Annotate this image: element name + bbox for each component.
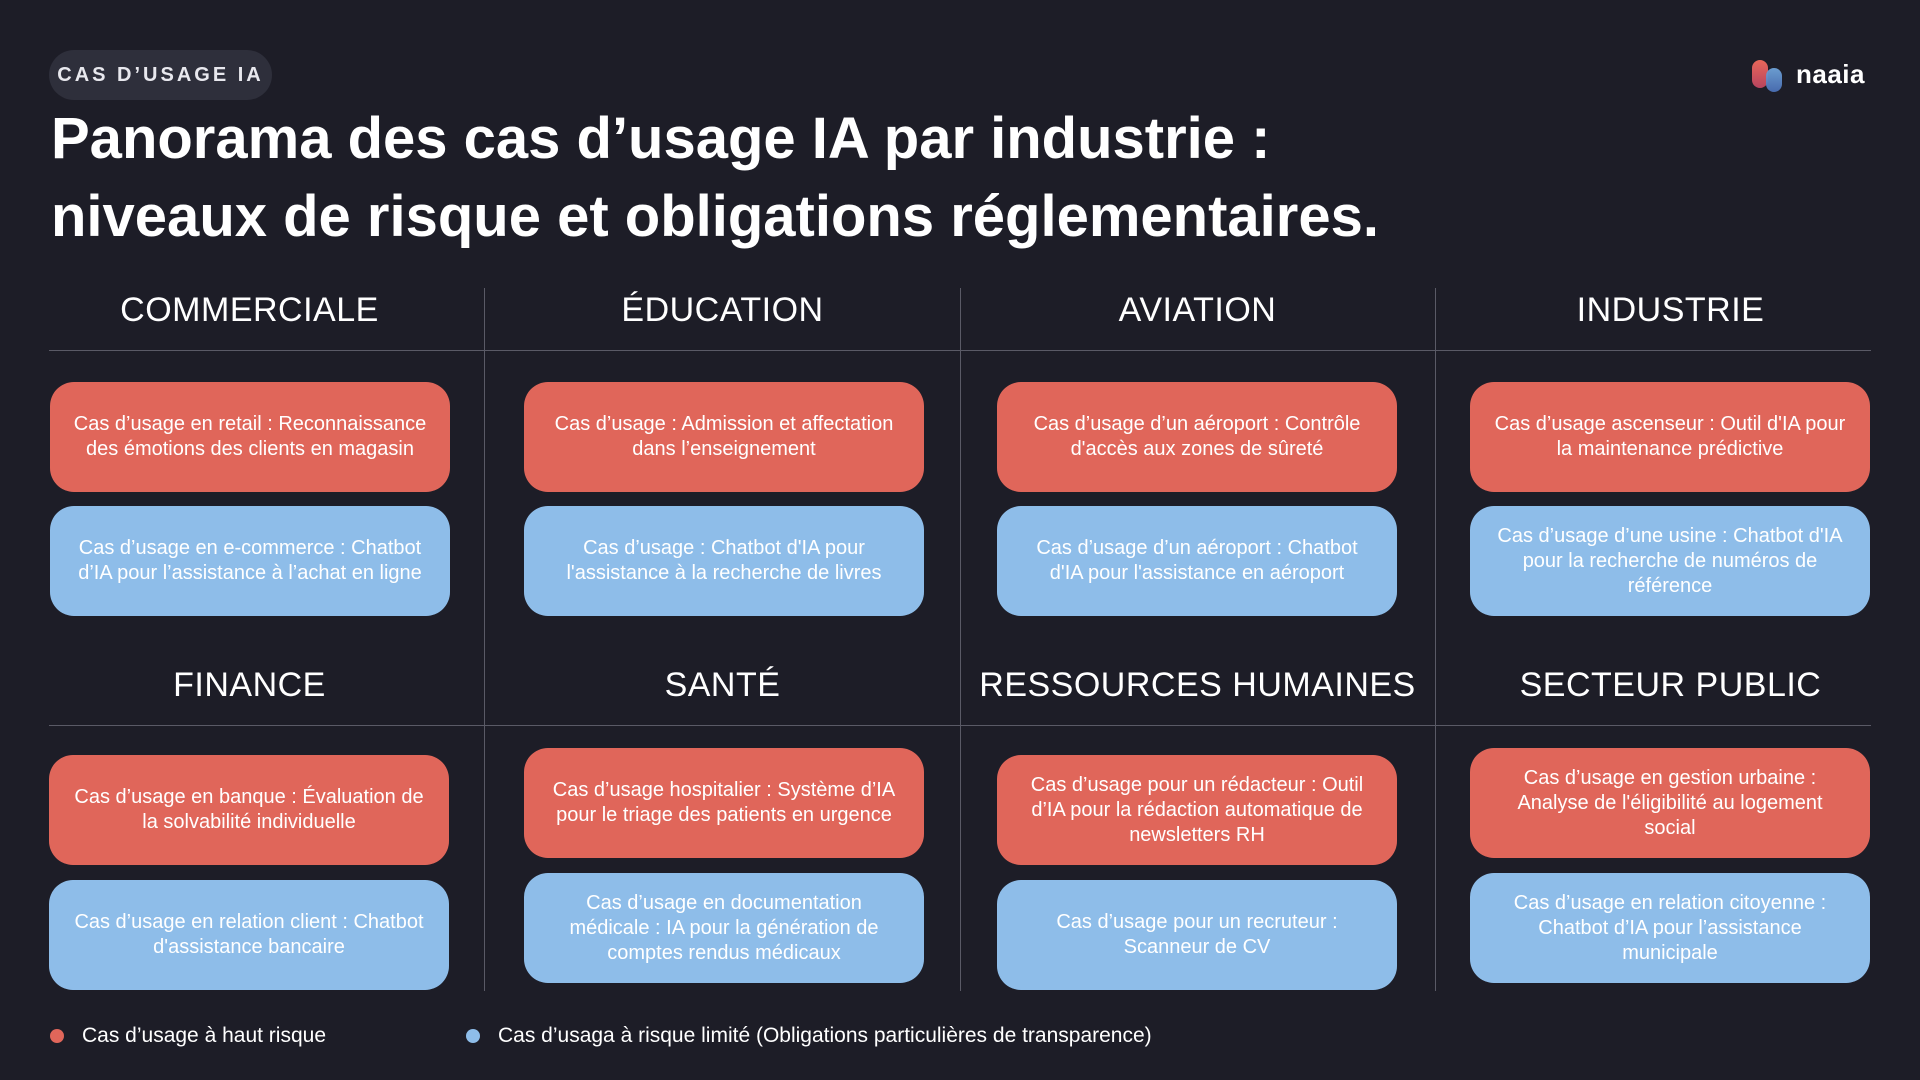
high-risk-card-finance: Cas d’usage en banque : Évaluation de la… [49,755,449,865]
section-title-commerciale: COMMERCIALE [120,290,379,329]
section-title-sante: SANTÉ [664,665,781,704]
limited-risk-card-secteur-public: Cas d’usage en relation citoyenne : Chat… [1470,873,1870,983]
limited-risk-card-aviation: Cas d’usage d’un aéroport : Chatbot d'IA… [997,506,1397,616]
high-risk-card-aviation: Cas d’usage d’un aéroport : Contrôle d'a… [997,382,1397,492]
page-title: Panorama des cas d’usage IA par industri… [51,100,1551,256]
brand-logo: naaia [1752,56,1865,92]
high-risk-card-secteur-public: Cas d’usage en gestion urbaine : Analyse… [1470,748,1870,858]
section-title-secteur-public: SECTEUR PUBLIC [1519,665,1822,704]
limited-risk-card-industrie: Cas d’usage d’une usine : Chatbot d'IA p… [1470,506,1870,616]
limited-risk-dot-icon [466,1029,480,1043]
limited-risk-card-sante: Cas d’usage en documentation médicale : … [524,873,924,983]
high-risk-card-commerciale: Cas d’usage en retail : Reconnaissance d… [50,382,450,492]
limited-risk-card-ressources-humaines: Cas d’usage pour un recruteur : Scanneur… [997,880,1397,990]
section-title-aviation: AVIATION [1118,290,1277,329]
title-line-1: Panorama des cas d’usage IA par industri… [51,106,1271,171]
section-title-education: ÉDUCATION [621,290,824,329]
column-divider-1 [484,288,485,991]
high-risk-card-ressources-humaines: Cas d’usage pour un rédacteur : Outil d’… [997,755,1397,865]
high-risk-card-industrie: Cas d’usage ascenseur : Outil d'IA pour … [1470,382,1870,492]
limited-risk-card-finance: Cas d’usage en relation client : Chatbot… [49,880,449,990]
high-risk-card-education: Cas d’usage : Admission et affectation d… [524,382,924,492]
section-title-finance: FINANCE [173,665,326,704]
legend-high-risk: Cas d’usage à haut risque [50,1024,326,1048]
section-title-industrie: INDUSTRIE [1576,290,1765,329]
category-tag: CAS D’USAGE IA [49,50,272,100]
legend-high-risk-label: Cas d’usage à haut risque [82,1024,326,1047]
title-line-2: niveaux de risque et obligations régleme… [51,184,1379,249]
high-risk-card-sante: Cas d’usage hospitalier : Système d’IA p… [524,748,924,858]
high-risk-dot-icon [50,1029,64,1043]
column-divider-2 [960,288,961,991]
column-divider-3 [1435,288,1436,991]
legend-limited-risk-label: Cas d’usaga à risque limité (Obligations… [498,1024,1152,1047]
limited-risk-card-commerciale: Cas d’usage en e-commerce : Chatbot d’IA… [50,506,450,616]
limited-risk-card-education: Cas d’usage : Chatbot d'IA pour l'assist… [524,506,924,616]
legend-limited-risk: Cas d’usaga à risque limité (Obligations… [466,1024,1152,1048]
brand-name: naaia [1796,58,1865,89]
section-title-ressources-humaines: RESSOURCES HUMAINES [979,665,1416,704]
naaia-logo-icon [1752,56,1786,92]
